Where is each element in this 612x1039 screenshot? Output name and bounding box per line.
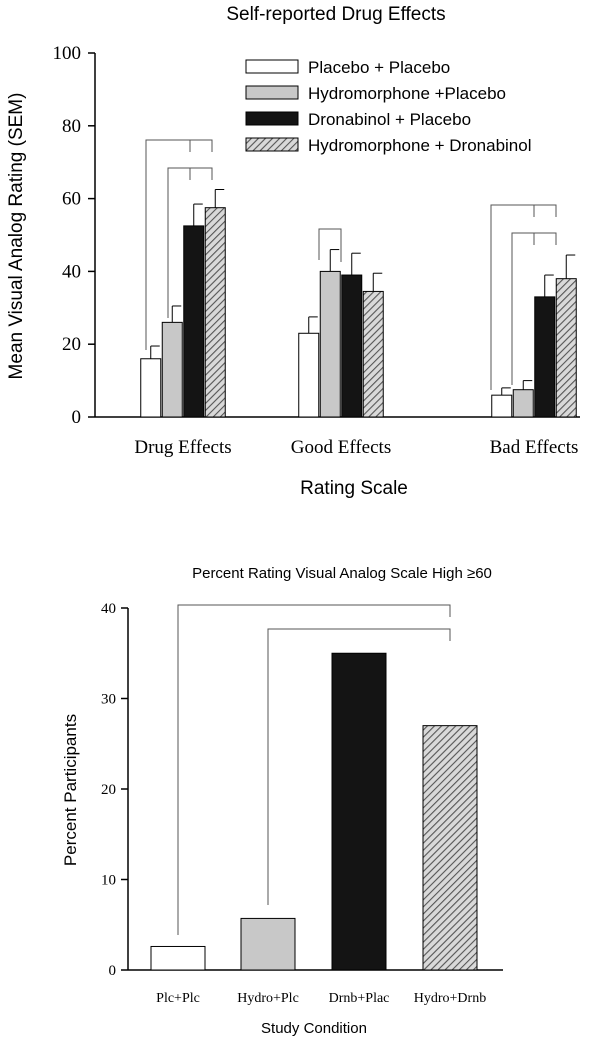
chart-1-y-tick-label: 60	[62, 189, 81, 210]
chart-1-bar	[362, 290, 384, 418]
chart-2-bar	[150, 945, 206, 971]
chart-1-bar	[319, 270, 341, 418]
bracket-plc-vs-combo	[177, 604, 451, 935]
chart-2-title: Percent Rating Visual Analog Scale High …	[192, 565, 492, 582]
chart-1-bar	[161, 321, 183, 418]
chart-1-bar	[140, 358, 162, 418]
legend-swatch-hydromorphone	[245, 85, 299, 100]
bracket-drug-2	[167, 167, 213, 318]
bracket-bad-1	[490, 204, 557, 390]
legend-item-placebo: Placebo + Placebo	[245, 58, 450, 77]
chart-2-bars	[150, 652, 478, 971]
bracket-drug-1	[145, 139, 213, 350]
chart-2-y-ticks: 0 10 20 30 40	[101, 601, 128, 979]
chart-1-y-tick-label: 40	[62, 261, 81, 282]
chart-1-y-tick-label: 100	[53, 43, 82, 64]
legend-swatch-dronabinol	[245, 111, 299, 126]
legend-label-placebo: Placebo + Placebo	[308, 58, 450, 77]
chart-1-legend: Placebo + Placebo Hydromorphone +Placebo…	[245, 58, 532, 155]
chart-2-y-tick-label: 30	[101, 692, 116, 708]
chart-2-y-tick-label: 20	[101, 782, 116, 798]
chart-1-y-tick-label: 0	[72, 407, 82, 428]
chart-2-y-tick-label: 0	[109, 963, 117, 979]
chart-2-category-label: Hydro+Plc	[237, 991, 299, 1006]
bracket-good-1	[318, 228, 342, 262]
chart-1-category-label: Good Effects	[291, 437, 391, 458]
chart-1-y-tick-label: 80	[62, 116, 81, 137]
chart-1-category-label: Drug Effects	[134, 437, 231, 458]
chart-1-y-axis-label: Mean Visual Analog Rating (SEM)	[6, 93, 27, 380]
chart-2-category-label: Drnb+Plac	[329, 991, 390, 1006]
chart-2: Percent Rating Visual Analog Scale High …	[61, 565, 503, 1037]
chart-1-title: Self-reported Drug Effects	[226, 4, 445, 25]
chart-2-category-label: Plc+Plc	[156, 991, 200, 1006]
chart-1-x-axis-label: Rating Scale	[300, 478, 408, 499]
chart-1-category-label: Bad Effects	[490, 437, 579, 458]
chart-1-bar	[491, 394, 513, 418]
chart-1-bar	[512, 389, 534, 418]
chart-1-significance-brackets	[145, 139, 557, 390]
legend-swatch-combination	[245, 137, 299, 152]
chart-2-category-label: Hydro+Drnb	[414, 991, 486, 1006]
legend-item-hydromorphone: Hydromorphone +Placebo	[245, 84, 506, 103]
chart-1: Self-reported Drug Effects Mean Visual A…	[6, 4, 580, 499]
chart-1-y-tick-label: 20	[62, 334, 81, 355]
chart-2-category-labels: Plc+Plc Hydro+Plc Drnb+Plac Hydro+Drnb	[156, 991, 486, 1006]
chart-1-bar	[341, 274, 363, 418]
bracket-hydro-vs-combo	[267, 628, 451, 905]
chart-1-bar	[534, 296, 556, 418]
legend-label-dronabinol: Dronabinol + Placebo	[308, 110, 471, 129]
chart-2-y-axis-label: Percent Participants	[61, 714, 80, 866]
legend-swatch-placebo	[245, 59, 299, 74]
chart-2-bar	[240, 917, 296, 971]
chart-2-bar	[331, 652, 387, 971]
chart-2-y-tick-label: 40	[101, 601, 116, 617]
chart-1-bars	[140, 189, 577, 418]
chart-1-bar	[204, 207, 226, 418]
chart-2-y-tick-label: 10	[101, 873, 116, 889]
legend-item-combination: Hydromorphone + Dronabinol	[245, 136, 532, 155]
chart-1-bar	[183, 225, 205, 418]
legend-label-hydromorphone: Hydromorphone +Placebo	[308, 84, 506, 103]
legend-label-combination: Hydromorphone + Dronabinol	[308, 136, 532, 155]
chart-2-bar	[422, 725, 478, 971]
chart-1-bar	[555, 278, 577, 418]
chart-1-bar	[298, 332, 320, 418]
chart-1-y-ticks: 0 20 40 60 80 100	[53, 43, 95, 428]
chart-1-category-labels: Drug Effects Good Effects Bad Effects	[134, 437, 578, 458]
bracket-bad-2	[511, 232, 557, 385]
chart-2-x-axis-label: Study Condition	[261, 1020, 367, 1037]
legend-item-dronabinol: Dronabinol + Placebo	[245, 110, 471, 129]
chart-2-significance-brackets	[177, 604, 451, 935]
